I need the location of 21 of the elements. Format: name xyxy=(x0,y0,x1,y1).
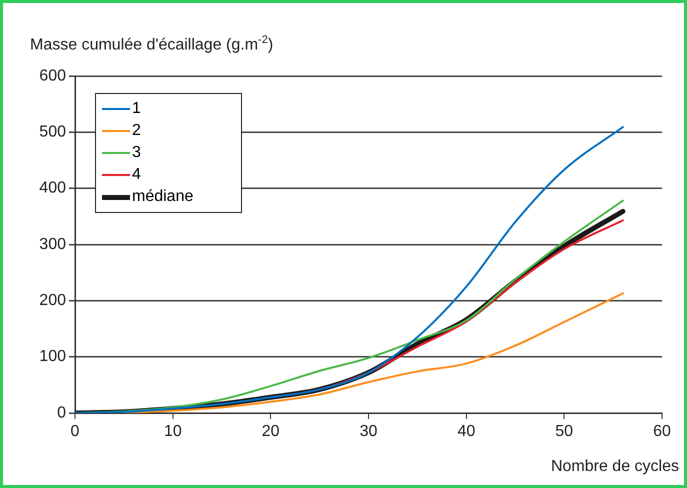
y-tick-label: 600 xyxy=(39,67,66,84)
y-axis-title: Masse cumulée d'écaillage (g.m$^{-2}$) xyxy=(30,34,274,54)
x-tick-label: 50 xyxy=(555,423,574,440)
y-tick-label: 200 xyxy=(39,292,66,310)
x-tick-label: 30 xyxy=(360,423,378,440)
legend-label: 4 xyxy=(132,166,141,184)
x-tick-label: 60 xyxy=(653,423,671,440)
y-tick-label: 0 xyxy=(57,404,66,422)
y-tick-label: 300 xyxy=(39,236,66,253)
y-tick-label: 100 xyxy=(39,348,66,366)
y-tick-label: 500 xyxy=(39,124,66,141)
x-tick-label: 0 xyxy=(70,423,80,440)
x-axis-title: Nombre de cycles xyxy=(550,458,680,476)
x-tick-label: 40 xyxy=(457,423,476,440)
y-tick-label: 400 xyxy=(39,180,66,197)
x-tick-label: 10 xyxy=(164,423,182,440)
legend-label: médiane xyxy=(132,188,194,206)
legend-label: 1 xyxy=(132,100,141,118)
legend-label: 2 xyxy=(132,122,141,140)
legend-label: 3 xyxy=(132,144,141,162)
x-tick-label: 20 xyxy=(262,423,280,440)
